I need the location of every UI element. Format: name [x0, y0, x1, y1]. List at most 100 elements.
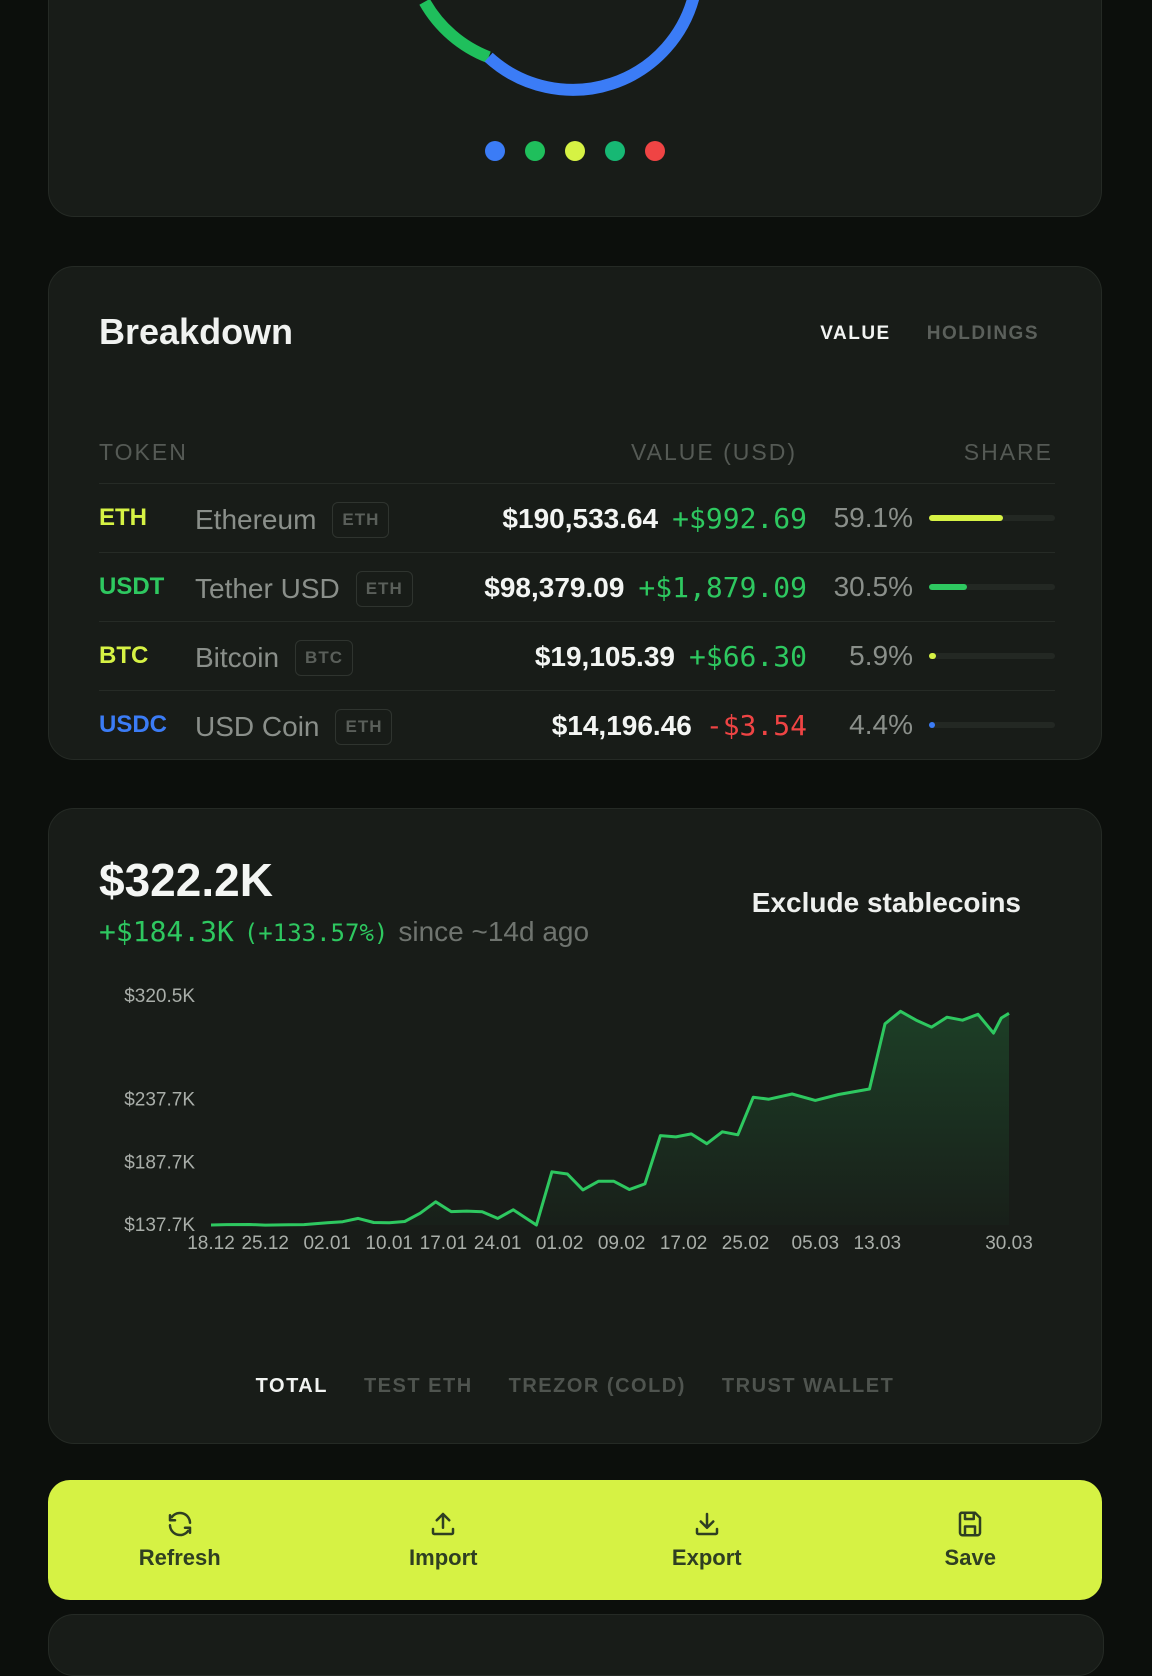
x-tick-label: 10.01	[365, 1233, 413, 1254]
delta-percent: (+133.57%)	[243, 919, 389, 947]
upload-icon	[432, 1512, 455, 1536]
legend-dot[interactable]	[565, 141, 585, 161]
token-share-percent: 59.1%	[833, 502, 913, 533]
share-bar	[929, 584, 1055, 590]
donut-segment-blue	[484, 0, 700, 96]
share-bar-fill	[929, 653, 937, 659]
refresh-label: Refresh	[138, 1545, 221, 1570]
refresh-button[interactable]: Refresh	[80, 1509, 280, 1571]
share-bar-fill	[929, 722, 935, 728]
x-tick-label: 17.01	[420, 1233, 468, 1254]
token-symbol: BTC	[99, 642, 149, 669]
portfolio-value-card: $322.2K +$184.3K (+133.57%) since ~14d a…	[48, 808, 1102, 1444]
share-bar	[929, 653, 1055, 659]
x-tick-label: 24.01	[474, 1233, 522, 1254]
donut-segment-green	[419, 0, 491, 63]
x-tick-label: 17.02	[660, 1233, 708, 1254]
y-tick-label: $187.7K	[124, 1152, 195, 1173]
import-label: Import	[409, 1545, 478, 1570]
token-values: $19,105.39 +$66.30	[535, 640, 807, 673]
refresh-icon	[168, 1511, 191, 1537]
wallet-tabs: TOTAL TEST ETH TREZOR (COLD) TRUST WALLE…	[49, 1375, 1101, 1398]
legend-dot[interactable]	[485, 141, 505, 161]
x-tick-label: 30.03	[985, 1233, 1033, 1254]
tab-trust-wallet[interactable]: TRUST WALLET	[721, 1375, 895, 1397]
export-button[interactable]: Export	[607, 1509, 807, 1571]
y-tick-label: $320.5K	[124, 986, 195, 1007]
breakdown-tabs: VALUE HOLDINGS	[820, 323, 1039, 345]
x-tick-label: 01.02	[536, 1233, 584, 1254]
token-value: $98,379.09	[484, 572, 625, 603]
x-tick-label: 25.12	[241, 1233, 289, 1254]
token-name: USD Coin ETH	[195, 709, 393, 745]
column-header-value: VALUE (USD)	[631, 439, 797, 465]
chain-badge: ETH	[335, 709, 393, 745]
x-tick-label: 02.01	[303, 1233, 351, 1254]
chart-area-fill	[211, 1011, 1009, 1226]
delta-amount: +$184.3K	[99, 915, 234, 948]
chain-badge: BTC	[295, 640, 353, 676]
breakdown-title: Breakdown	[99, 311, 294, 352]
token-symbol: ETH	[99, 504, 147, 531]
token-values: $98,379.09 +$1,879.09	[484, 571, 807, 604]
chain-badge: ETH	[355, 571, 413, 607]
delta-since: since ~14d ago	[398, 916, 590, 947]
export-label: Export	[671, 1545, 742, 1570]
legend-dot[interactable]	[605, 141, 625, 161]
token-name: Tether USD ETH	[195, 571, 413, 607]
token-share-percent: 4.4%	[849, 709, 913, 740]
value-delta: +$184.3K (+133.57%) since ~14d ago	[99, 915, 589, 948]
allocation-donut-chart	[419, 0, 700, 96]
token-value: $14,196.46	[551, 710, 692, 741]
download-icon	[695, 1512, 718, 1536]
token-change: +$1,879.09	[638, 571, 807, 604]
save-label: Save	[944, 1545, 996, 1570]
y-tick-label: $137.7K	[124, 1215, 195, 1236]
token-name: Ethereum ETH	[195, 502, 390, 538]
chart-series-line	[210, 1009, 1010, 1227]
token-change: -$3.54	[705, 709, 807, 742]
import-button[interactable]: Import	[343, 1509, 543, 1571]
exclude-stablecoins-toggle[interactable]: Exclude stablecoins	[751, 887, 1021, 918]
breakdown-card: Breakdown VALUE HOLDINGS TOKEN VALUE (US…	[48, 266, 1102, 760]
token-row[interactable]: USDC USD Coin ETH $14,196.46 -$3.54 4.4%	[99, 690, 1055, 759]
share-bar	[929, 722, 1055, 728]
allocation-card	[48, 0, 1102, 217]
column-header-token: TOKEN	[99, 439, 188, 465]
save-button[interactable]: Save	[870, 1509, 1070, 1571]
y-tick-label: $237.7K	[124, 1090, 195, 1111]
share-bar-fill	[929, 584, 968, 590]
token-share-percent: 5.9%	[849, 640, 913, 671]
token-name: Bitcoin BTC	[195, 640, 353, 676]
action-bar: Refresh Import Export Save	[48, 1480, 1102, 1600]
token-symbol: USDT	[99, 573, 165, 600]
x-tick-label: 09.02	[598, 1233, 646, 1254]
legend-dot[interactable]	[645, 141, 665, 161]
token-change: +$992.69	[672, 502, 807, 535]
token-values: $14,196.46 -$3.54	[552, 709, 807, 742]
token-value: $19,105.39	[534, 641, 675, 672]
total-value: $322.2K	[99, 854, 273, 906]
x-tick-label: 05.03	[792, 1233, 840, 1254]
tab-test-eth[interactable]: TEST ETH	[363, 1375, 473, 1397]
token-change: +$66.30	[688, 640, 807, 673]
token-name-label: USD Coin	[195, 711, 320, 742]
tab-trezor-cold[interactable]: TREZOR (COLD)	[508, 1375, 686, 1397]
next-card	[48, 1614, 1104, 1676]
tab-total[interactable]: TOTAL	[255, 1375, 328, 1397]
token-row[interactable]: BTC Bitcoin BTC $19,105.39 +$66.30 5.9%	[99, 621, 1055, 690]
token-name-label: Tether USD	[195, 573, 340, 604]
x-tick-label: 25.02	[722, 1233, 770, 1254]
token-row[interactable]: USDT Tether USD ETH $98,379.09 +$1,879.09 30.…	[99, 552, 1055, 621]
token-share-percent: 30.5%	[833, 571, 913, 602]
save-icon	[958, 1511, 982, 1537]
token-values: $190,533.64 +$992.69	[502, 502, 807, 535]
tab-value[interactable]: VALUE	[820, 323, 891, 344]
token-value: $190,533.64	[502, 503, 659, 534]
legend-dot[interactable]	[525, 141, 545, 161]
token-row[interactable]: ETH Ethereum ETH $190,533.64 +$992.69 59.1%	[99, 483, 1055, 552]
breakdown-table: ETH Ethereum ETH $190,533.64 +$992.69 59.1% US…	[99, 483, 1055, 759]
token-name-label: Ethereum	[195, 504, 317, 535]
tab-holdings[interactable]: HOLDINGS	[926, 323, 1039, 344]
